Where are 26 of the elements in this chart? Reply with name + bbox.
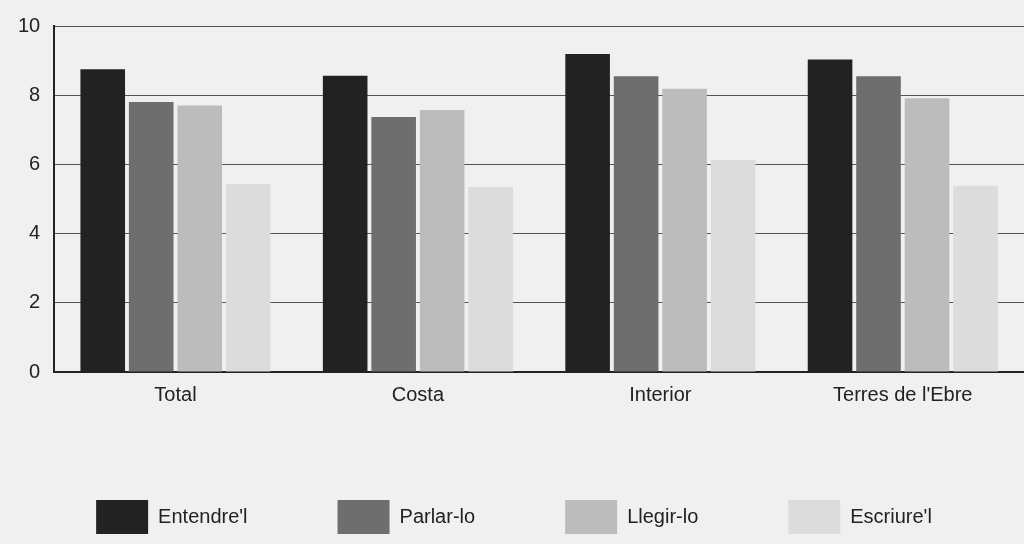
bar bbox=[662, 88, 707, 372]
bar bbox=[904, 98, 950, 372]
bar bbox=[953, 185, 998, 372]
y-tick-label: 6 bbox=[29, 151, 41, 174]
x-tick-label: Terres de l'Ebre bbox=[833, 382, 973, 405]
legend-label: Parlar-lo bbox=[399, 504, 476, 527]
bar bbox=[856, 76, 901, 372]
bar bbox=[613, 76, 659, 372]
x-tick-label: Total bbox=[154, 382, 197, 405]
bar bbox=[371, 117, 416, 372]
y-tick-label: 4 bbox=[29, 221, 41, 244]
bar bbox=[128, 102, 174, 372]
bar bbox=[177, 105, 223, 372]
y-tick-label: 2 bbox=[29, 290, 41, 313]
y-tick-label: 8 bbox=[29, 82, 41, 105]
y-tick-label: 10 bbox=[18, 13, 41, 36]
y-tick-label: 0 bbox=[29, 359, 41, 382]
bar bbox=[225, 184, 271, 372]
legend-label: Entendre'l bbox=[158, 504, 248, 527]
bar bbox=[710, 159, 756, 372]
x-tick-label: Costa bbox=[391, 382, 445, 405]
legend-label: Escriure'l bbox=[850, 504, 932, 527]
legend-label: Llegir-lo bbox=[627, 504, 699, 527]
bar bbox=[419, 110, 465, 372]
bar bbox=[468, 186, 513, 372]
x-tick-label: Interior bbox=[629, 382, 692, 405]
